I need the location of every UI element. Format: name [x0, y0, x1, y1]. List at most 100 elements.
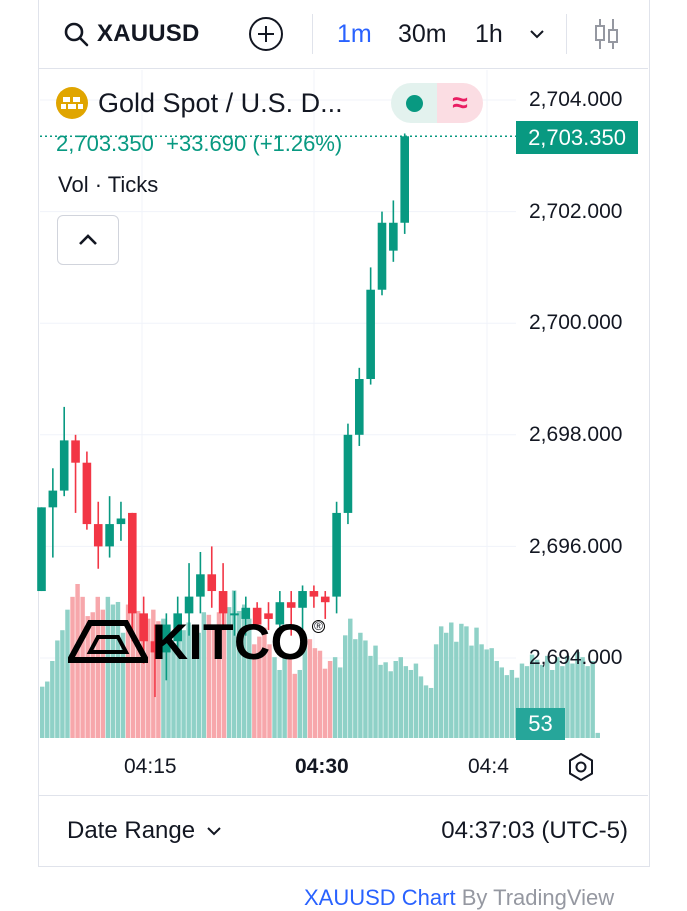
volume-bar — [297, 669, 302, 738]
compare-button[interactable] — [248, 0, 284, 68]
market-status-pill[interactable]: ≈ — [391, 83, 483, 123]
chart-credit-link[interactable]: XAUUSD Chart — [304, 885, 456, 910]
timezone-clock[interactable]: 04:37:03 (UTC-5) — [441, 817, 628, 844]
volume-bar — [110, 604, 116, 738]
volume-bar — [555, 657, 560, 738]
volume-bar — [292, 673, 297, 738]
candle — [298, 585, 307, 642]
volume-bar — [484, 649, 489, 738]
time-tick: 04:30 — [295, 755, 349, 778]
kitco-bars-icon — [68, 620, 148, 663]
candle — [343, 423, 353, 525]
candle — [162, 613, 171, 681]
interval-dropdown-button[interactable] — [528, 0, 546, 68]
volume-bar — [166, 644, 171, 738]
candle — [59, 406, 69, 497]
candle-body — [37, 507, 46, 592]
candle — [252, 602, 262, 631]
symbol-search-button[interactable]: XAUUSD — [63, 0, 200, 68]
volume-bar — [257, 636, 262, 738]
volume-bar — [438, 626, 444, 738]
interval-1h[interactable]: 1h — [475, 19, 503, 48]
candle — [37, 507, 46, 592]
candle — [264, 602, 273, 631]
candle-body — [82, 462, 92, 525]
data-delay-indicator[interactable]: ≈ — [437, 83, 483, 123]
volume-bar — [595, 732, 600, 738]
volume-bar — [95, 596, 100, 738]
volume-bar — [277, 669, 282, 738]
volume-bar — [216, 612, 222, 738]
chevron-down-icon — [207, 827, 221, 836]
candle — [105, 496, 114, 558]
volume-bar — [322, 668, 328, 738]
volume-bar — [201, 612, 207, 738]
volume-bar — [327, 661, 333, 738]
volume-bar — [100, 609, 106, 738]
chevron-up-icon — [79, 234, 97, 245]
symbol-name: XAUUSD — [97, 20, 200, 47]
volume-bar — [191, 625, 196, 738]
volume-indicator-label[interactable]: Vol · Ticks — [58, 172, 159, 197]
volume-bar — [307, 639, 313, 738]
price-tick: 2,694.000 — [529, 646, 623, 669]
volume-bar — [262, 627, 267, 738]
chart-settings-button[interactable] — [566, 752, 596, 782]
volume-bar — [428, 687, 434, 738]
volume-bar — [206, 614, 212, 738]
candle-body — [343, 434, 353, 513]
volume-bars — [40, 584, 600, 738]
legend-title[interactable]: Gold Spot / U.S. D... — [56, 84, 343, 122]
volume-bar — [242, 604, 247, 738]
candle-body — [366, 289, 375, 379]
volume-bar — [393, 661, 398, 738]
candle-body — [116, 518, 126, 525]
volume-bar — [45, 681, 50, 738]
search-icon — [64, 22, 89, 47]
candle-body — [150, 641, 160, 653]
volume-bar — [236, 610, 242, 738]
volume-bar — [363, 640, 368, 738]
toolbar-divider — [566, 14, 567, 54]
settings-icon — [569, 752, 593, 782]
candle-body — [207, 574, 217, 592]
volume-bar — [171, 643, 176, 738]
registered-icon: ® — [312, 619, 326, 633]
candle — [332, 501, 341, 614]
volume-bar — [469, 645, 474, 738]
volume-bar — [449, 622, 454, 738]
volume-bar — [403, 666, 409, 738]
date-range-button[interactable]: Date Range — [67, 796, 223, 866]
candle-body — [173, 613, 182, 642]
candle — [150, 624, 160, 698]
volume-bar — [585, 666, 590, 738]
legend-values: 2,703.350 +33.690 (+1.26%) — [56, 131, 342, 157]
volume-bar — [312, 648, 318, 738]
chart-type-button[interactable] — [591, 0, 621, 68]
volume-bar — [332, 657, 338, 738]
volume-bar — [408, 669, 414, 738]
legend-price: 2,703.350 — [56, 131, 154, 156]
volume-bar — [373, 645, 378, 738]
candle — [184, 563, 194, 636]
legend-change: +33.690 — [166, 131, 247, 156]
interval-1m[interactable]: 1m — [337, 19, 372, 48]
collapse-legend-button[interactable] — [57, 215, 119, 265]
candle-body — [275, 602, 285, 625]
volume-bar — [161, 618, 166, 738]
candle — [207, 546, 217, 608]
volume-bar — [156, 621, 161, 738]
interval-30m[interactable]: 30m — [398, 19, 447, 48]
candle — [230, 591, 239, 636]
candle — [366, 267, 375, 385]
volume-bar — [211, 627, 217, 738]
market-open-indicator[interactable] — [391, 83, 437, 123]
status-dot-icon — [405, 94, 423, 112]
candle — [241, 596, 251, 636]
volume-bar — [55, 640, 60, 738]
candle-body — [71, 440, 80, 463]
time-tick: 04:15 — [124, 755, 177, 778]
kitco-logo: KITCO ® — [68, 614, 326, 670]
volume-bar — [80, 596, 85, 738]
